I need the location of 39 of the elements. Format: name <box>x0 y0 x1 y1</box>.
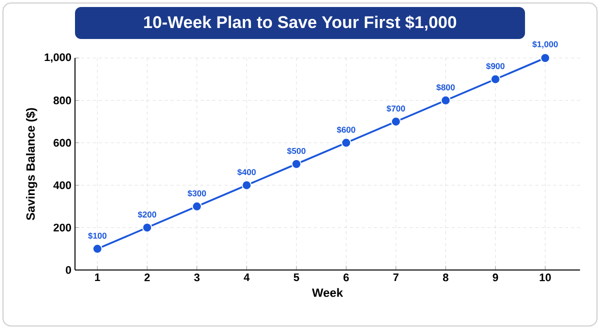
y-tick-label: 1,000 <box>44 53 72 63</box>
data-label: $400 <box>237 168 256 176</box>
y-tick-label: 400 <box>53 181 72 190</box>
data-label: $100 <box>88 232 106 240</box>
x-tick-label: 5 <box>294 274 300 282</box>
data-label: $200 <box>138 211 156 218</box>
point <box>242 180 252 190</box>
point <box>490 74 500 84</box>
y-tick-label: 600 <box>54 138 72 147</box>
x-axis-title: Week <box>312 288 344 297</box>
point <box>540 52 550 63</box>
point <box>291 159 302 169</box>
point <box>440 95 451 106</box>
y-tick-label: 200 <box>54 224 72 232</box>
point <box>192 201 202 212</box>
point <box>142 222 152 233</box>
point <box>341 138 352 148</box>
point <box>390 116 401 127</box>
data-label: $1,000 <box>532 40 558 48</box>
data-label: $600 <box>336 126 356 134</box>
chart-title: 10-Week Plan to Save Your First $1,000 <box>144 15 456 31</box>
point <box>92 244 102 254</box>
data-label: $300 <box>188 190 206 197</box>
data-label: $700 <box>386 105 405 112</box>
x-tick-label: 10 <box>540 274 551 282</box>
x-tick-label: 8 <box>442 274 448 282</box>
y-axis-title: Savings Balance ($) <box>26 108 38 220</box>
x-tick-label: 7 <box>393 274 398 282</box>
x-tick-label: 6 <box>344 274 349 282</box>
data-label: $500 <box>287 148 306 154</box>
data-label: $800 <box>436 84 455 91</box>
x-tick-label: 4 <box>244 274 250 282</box>
x-tick-label: 9 <box>492 274 498 282</box>
y-tick-label: 0 <box>66 266 72 274</box>
x-tick-label: 1 <box>95 274 100 282</box>
data-label: $900 <box>486 62 504 70</box>
y-tick-label: 800 <box>54 96 72 104</box>
x-tick-label: 2 <box>144 274 150 282</box>
x-tick-label: 3 <box>194 274 200 282</box>
